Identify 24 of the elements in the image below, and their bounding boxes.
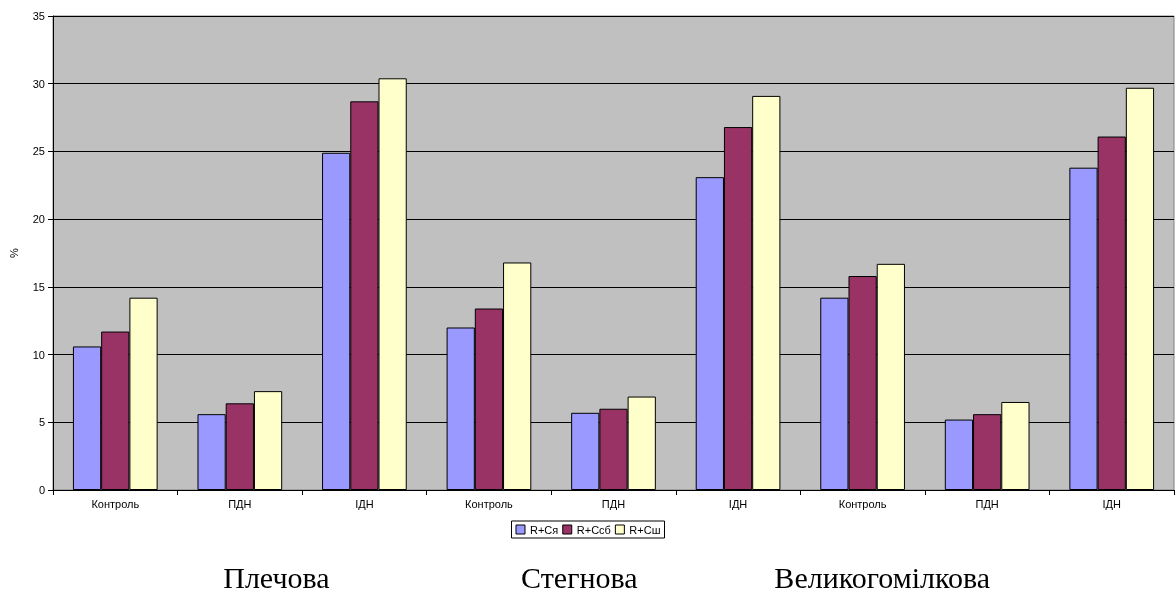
y-tick-label: 35 bbox=[32, 10, 45, 22]
y-tick-label: 10 bbox=[32, 348, 45, 361]
text: Великогомілкова bbox=[774, 560, 991, 594]
x-tick-label: ІДН bbox=[355, 497, 374, 510]
x-tick-label: ІДН bbox=[1102, 497, 1121, 510]
y-tick-label: 25 bbox=[32, 145, 45, 158]
y-tick-label: 20 bbox=[32, 213, 45, 226]
x-tick-label: ПДН bbox=[601, 497, 626, 510]
legend-label: R+Сш bbox=[629, 523, 661, 536]
y-tick-label: 5 bbox=[38, 416, 45, 429]
text: Плечова bbox=[223, 560, 330, 594]
y-tick-label: 0 bbox=[38, 484, 45, 496]
x-tick-label: Контроль bbox=[838, 497, 887, 510]
text: Стегнова bbox=[521, 560, 638, 594]
legend-label: R+Ссб bbox=[576, 523, 611, 536]
x-tick-label: ПДН bbox=[228, 497, 252, 510]
x-tick-label: ПДН bbox=[975, 497, 999, 510]
x-tick-label: Контроль bbox=[91, 497, 140, 510]
y-axis-title: % bbox=[7, 247, 20, 258]
x-tick-label: Контроль bbox=[465, 497, 514, 510]
y-tick-label: 15 bbox=[32, 280, 45, 293]
y-tick-label: 30 bbox=[32, 77, 45, 90]
legend-label: R+Ся bbox=[529, 523, 559, 536]
x-tick-label: ІДН bbox=[728, 497, 748, 510]
